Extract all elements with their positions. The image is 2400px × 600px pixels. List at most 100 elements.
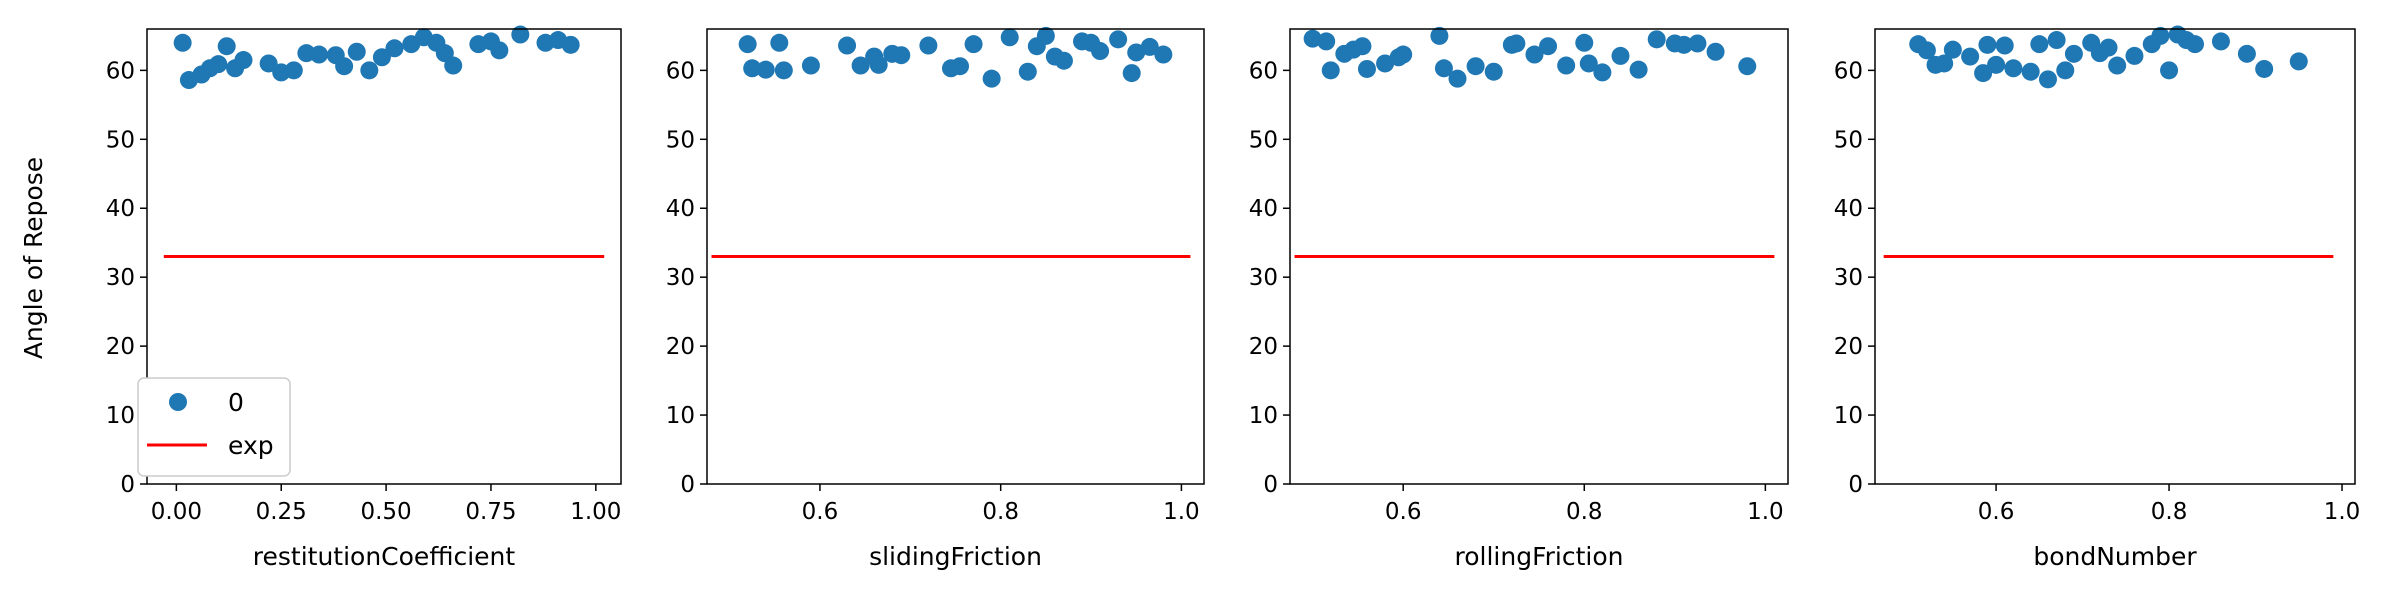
scatter-point <box>490 41 509 60</box>
scatter-point <box>801 56 820 75</box>
scatter-point <box>1484 62 1503 81</box>
x-axis-label: bondNumber <box>2033 542 2197 571</box>
scatter-point <box>838 36 857 55</box>
x-tick-label: 1.0 <box>1163 499 1200 525</box>
scatter-point <box>1961 47 1980 66</box>
scatter-point <box>217 37 236 56</box>
subplot-1: 0 10 20 30 40 50 60 0.00 0.25 0.50 0.75 1.00 restitu… <box>106 25 622 571</box>
y-tick-label: 10 <box>106 403 135 429</box>
scatter-point <box>1935 54 1954 73</box>
scatter-point <box>2108 56 2127 75</box>
x-tick-label: 0.6 <box>802 499 839 525</box>
scatter-point <box>1525 45 1544 64</box>
x-tick-label: 0.6 <box>1385 499 1422 525</box>
y-tick-label: 20 <box>1249 334 1278 360</box>
scatter-point <box>372 48 391 67</box>
y-tick-label: 0 <box>680 472 695 498</box>
scatter-point <box>1974 64 1993 83</box>
scatter-point <box>259 54 278 73</box>
scatter-point <box>1154 45 1173 64</box>
scatter-point <box>1557 56 1576 75</box>
scatter-point <box>1688 34 1707 53</box>
y-tick-label: 20 <box>1834 334 1863 360</box>
y-tick-label: 10 <box>1834 403 1863 429</box>
scatter-point <box>756 60 775 79</box>
scatter-point <box>1430 26 1449 45</box>
y-tick-label: 40 <box>1249 196 1278 222</box>
scatter-point <box>738 35 757 54</box>
scatter-point <box>360 61 379 80</box>
y-tick-label: 60 <box>106 58 135 84</box>
scatter-point <box>2099 38 2118 57</box>
scatter-point <box>1706 42 1725 61</box>
scatter-point <box>2064 44 2083 63</box>
y-tick-label: 60 <box>1249 58 1278 84</box>
scatter-point <box>1674 35 1693 54</box>
x-tick-label: 0.6 <box>1978 499 2015 525</box>
scatter-point <box>1127 43 1146 62</box>
subplot-3: 0 10 20 30 40 50 60 0.6 0.8 1.0 rollingFriction <box>1249 26 1789 571</box>
scatter-point <box>1611 46 1630 65</box>
scatter-point <box>1466 57 1485 76</box>
axes-frame <box>1874 28 2356 485</box>
y-tick-label: 50 <box>106 127 135 153</box>
axes-frame <box>146 28 622 485</box>
x-tick-label: 0.50 <box>360 499 411 525</box>
scatter-point <box>2021 62 2040 81</box>
y-tick-label: 40 <box>666 196 695 222</box>
scatter-point <box>234 51 253 70</box>
y-tick-label: 0 <box>1263 472 1278 498</box>
legend-label-0: 0 <box>228 388 244 417</box>
scatter-point <box>385 39 404 58</box>
scatter-point <box>1376 54 1395 73</box>
scatter-point <box>1995 36 2014 55</box>
scatter-point <box>1357 59 1376 78</box>
y-tick-label: 60 <box>666 58 695 84</box>
x-tick-label: 1.0 <box>1747 499 1784 525</box>
scatter-point <box>869 55 888 74</box>
y-tick-label: 30 <box>1834 265 1863 291</box>
scatter-point <box>1321 61 1340 80</box>
y-tick-label: 0 <box>120 472 135 498</box>
scatter-point <box>770 33 789 52</box>
scatter-point <box>2211 32 2230 51</box>
scatter-point <box>1647 30 1666 49</box>
scatter-point <box>2047 31 2066 50</box>
scatter-point <box>511 25 530 44</box>
y-tick-label: 50 <box>666 127 695 153</box>
scatter-point <box>1507 34 1526 53</box>
legend-label-exp: exp <box>228 431 274 460</box>
scatter-point <box>951 57 970 76</box>
scatter-point <box>1579 54 1598 73</box>
scatter-point <box>347 42 366 61</box>
y-axis-label: Angle of Repose <box>19 157 48 359</box>
scatter-point <box>892 46 911 65</box>
scatter-point <box>1091 42 1110 61</box>
x-tick-label: 0.25 <box>256 499 307 525</box>
scatter-point <box>1036 26 1055 45</box>
x-tick-label: 1.0 <box>2324 499 2361 525</box>
subplot-4: 0 10 20 30 40 50 60 0.6 0.8 1.0 bondNumber <box>1834 25 2361 571</box>
x-axis-label: rollingFriction <box>1455 542 1624 571</box>
axes-frame <box>706 28 1205 485</box>
y-tick-label: 40 <box>1834 196 1863 222</box>
y-tick-label: 0 <box>1848 472 1863 498</box>
x-axis-label: restitutionCoefficient <box>253 542 516 571</box>
scatter-point <box>444 56 463 75</box>
scatter-point <box>1434 59 1453 78</box>
scatter-point <box>2151 26 2170 45</box>
y-tick-label: 20 <box>666 334 695 360</box>
y-tick-label: 50 <box>1834 127 1863 153</box>
scatter-point <box>743 59 762 78</box>
scatter-point <box>2038 70 2057 89</box>
x-tick-label: 0.8 <box>982 499 1019 525</box>
scatter-point <box>1353 37 1372 56</box>
y-tick-label: 50 <box>1249 127 1278 153</box>
x-tick-label: 0.8 <box>1566 499 1603 525</box>
scatter-point <box>2237 44 2256 63</box>
scatter-point <box>1448 69 1467 88</box>
scatter-point <box>1987 55 2006 74</box>
scatter-point <box>1000 28 1019 47</box>
